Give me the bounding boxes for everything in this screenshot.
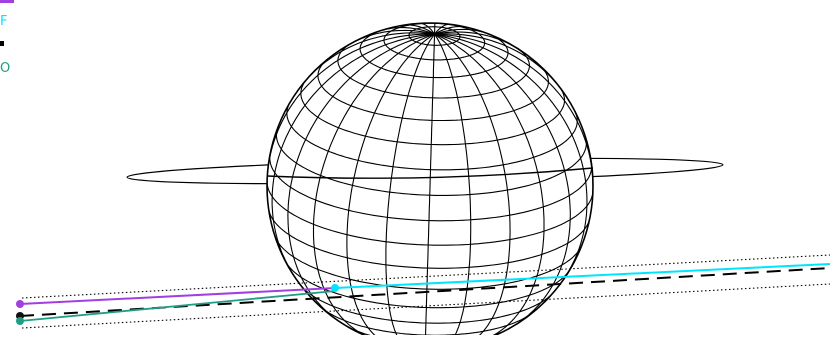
purple-point[interactable] [16,300,24,308]
label-teal-text: O [0,61,10,76]
black-legend-mark [0,41,4,46]
label-cyan-text: F [0,14,7,29]
label-cyan: F [0,15,7,28]
label-purple [0,0,14,13]
teal-point[interactable] [16,317,24,325]
purple-legend-mark [0,0,14,3]
label-teal: O [0,62,10,75]
cyan-point[interactable] [331,284,339,292]
label-black [0,36,4,49]
